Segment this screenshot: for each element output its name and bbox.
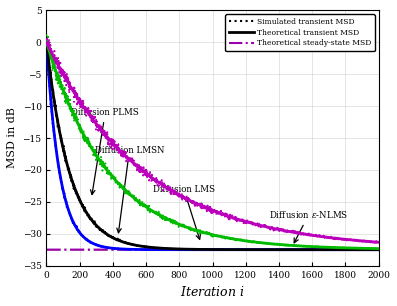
Text: Diffusion LMS: Diffusion LMS (153, 185, 215, 239)
Legend: Simulated transient MSD, Theoretical transient MSD, Theoretical steady-state MSD: Simulated transient MSD, Theoretical tra… (225, 14, 375, 51)
X-axis label: Iteration $i$: Iteration $i$ (180, 285, 245, 299)
Text: Diffusion PLMS: Diffusion PLMS (71, 108, 139, 195)
Text: Diffusion LMSN: Diffusion LMSN (94, 146, 164, 233)
Y-axis label: MSD in dB: MSD in dB (7, 108, 17, 169)
Text: Diffusion $\epsilon$-NLMS: Diffusion $\epsilon$-NLMS (269, 209, 348, 243)
